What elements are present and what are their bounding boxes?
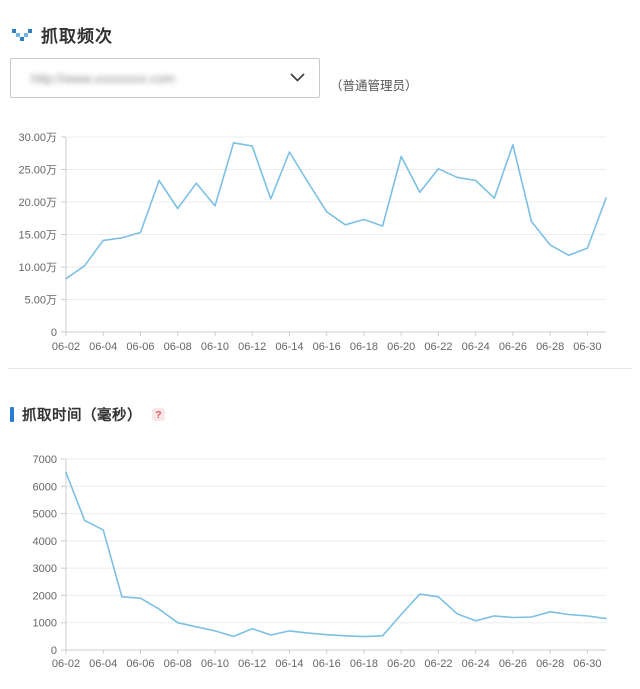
y-tick-label: 3000 <box>33 563 57 575</box>
x-tick-label: 06-18 <box>350 658 378 670</box>
x-tick-label: 06-20 <box>387 341 415 353</box>
section-divider <box>8 368 632 369</box>
y-tick-label: 25.00万 <box>18 165 57 177</box>
site-url-masked: http://www.xxxxxxxx.com <box>31 70 175 86</box>
y-tick-label: 15.00万 <box>18 230 57 242</box>
y-tick-label: 20.00万 <box>18 197 57 209</box>
x-tick-label: 06-14 <box>275 658 303 670</box>
y-tick-label: 4000 <box>33 536 57 548</box>
x-tick-label: 06-24 <box>462 341 490 353</box>
y-tick-label: 30.00万 <box>18 132 57 144</box>
x-tick-label: 06-30 <box>573 341 601 353</box>
x-tick-label: 06-16 <box>313 658 341 670</box>
x-tick-label: 06-22 <box>424 341 452 353</box>
x-tick-label: 06-28 <box>536 341 564 353</box>
selector-row: http://www.xxxxxxxx.com （普通管理员） <box>10 58 418 98</box>
crawl-frequency-icon <box>12 28 32 41</box>
x-tick-label: 06-06 <box>126 341 154 353</box>
chevron-down-icon <box>290 73 305 82</box>
y-tick-label: 10.00万 <box>18 262 57 274</box>
site-selector[interactable]: http://www.xxxxxxxx.com <box>10 58 320 98</box>
x-tick-label: 06-12 <box>238 341 266 353</box>
y-tick-label: 0 <box>51 645 57 657</box>
admin-role-label: （普通管理员） <box>330 78 418 93</box>
help-icon[interactable]: ? <box>152 408 165 421</box>
x-tick-label: 06-16 <box>313 341 341 353</box>
y-tick-label: 0 <box>51 327 57 339</box>
x-tick-label: 06-04 <box>89 658 117 670</box>
x-tick-label: 06-10 <box>201 341 229 353</box>
x-tick-label: 06-02 <box>52 658 80 670</box>
x-tick-label: 06-06 <box>126 658 154 670</box>
x-tick-label: 06-08 <box>164 658 192 670</box>
y-tick-label: 7000 <box>33 454 57 466</box>
y-tick-label: 2000 <box>33 590 57 602</box>
x-tick-label: 06-18 <box>350 341 378 353</box>
x-tick-label: 06-08 <box>164 341 192 353</box>
y-tick-label: 5000 <box>33 509 57 521</box>
y-tick-label: 5.00万 <box>25 295 57 307</box>
x-tick-label: 06-12 <box>238 658 266 670</box>
chart-line <box>65 141 607 280</box>
x-tick-label: 06-02 <box>52 341 80 353</box>
page-title: 抓取频次 <box>41 27 113 46</box>
page-header: 抓取频次 <box>12 22 113 47</box>
x-tick-label: 06-26 <box>499 341 527 353</box>
x-tick-label: 06-26 <box>499 658 527 670</box>
x-tick-label: 06-10 <box>201 658 229 670</box>
crawl-time-title: 抓取时间（毫秒） <box>22 408 142 424</box>
x-tick-label: 06-14 <box>275 341 303 353</box>
chart-line <box>65 471 607 638</box>
x-tick-label: 06-04 <box>89 341 117 353</box>
crawl-time-chart: 0 1000 2000 3000 4000 5000 6000 7000 06-02 06-04 0… <box>33 454 607 670</box>
x-tick-label: 06-22 <box>424 658 452 670</box>
x-tick-label: 06-20 <box>387 658 415 670</box>
crawl-frequency-chart: 0 5.00万 10.00万 15.00万 20.00万 25.00万 30.00万 06-0… <box>18 132 607 353</box>
crawl-time-header: 抓取时间（毫秒） ? <box>10 404 165 425</box>
x-tick-label: 06-30 <box>573 658 601 670</box>
title-accent-bar <box>10 407 14 422</box>
y-tick-label: 1000 <box>33 618 57 630</box>
x-tick-label: 06-24 <box>462 658 490 670</box>
y-tick-label: 6000 <box>33 481 57 493</box>
x-tick-label: 06-28 <box>536 658 564 670</box>
